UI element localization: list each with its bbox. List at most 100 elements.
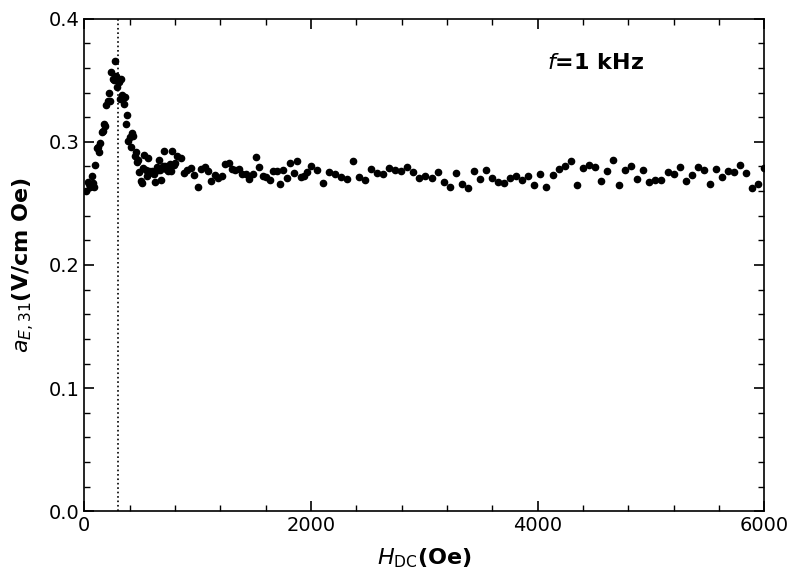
Point (438, 177, 450, 187)
Point (686, 170, 698, 180)
Point (301, 167, 314, 176)
Point (178, 168, 190, 178)
Point (139, 165, 152, 174)
Point (613, 180, 626, 189)
Point (564, 156, 577, 166)
Point (229, 165, 242, 174)
Point (104, 96, 117, 106)
Point (649, 175, 662, 184)
Point (170, 151, 183, 160)
Point (504, 173, 517, 182)
Point (239, 170, 252, 179)
Point (181, 166, 194, 175)
Point (758, 164, 770, 173)
Point (146, 166, 158, 175)
Point (95, 127, 108, 137)
Point (155, 175, 168, 185)
Point (82, 180, 95, 189)
Point (625, 161, 638, 170)
Point (558, 161, 571, 170)
Point (160, 164, 173, 174)
Point (169, 159, 182, 168)
Point (492, 177, 505, 187)
Point (146, 168, 159, 178)
Point (122, 137, 135, 146)
Point (257, 172, 270, 181)
Point (425, 173, 438, 182)
Point (413, 174, 426, 183)
Point (281, 173, 294, 182)
Point (246, 170, 259, 179)
Point (242, 174, 255, 184)
Point (98, 120, 110, 129)
Point (570, 181, 583, 190)
Point (510, 171, 522, 181)
Point (443, 182, 456, 192)
Point (582, 160, 595, 170)
Point (546, 171, 559, 180)
Point (734, 160, 746, 170)
Point (185, 163, 198, 173)
Point (691, 162, 704, 171)
Point (341, 174, 354, 183)
Point (148, 169, 161, 178)
Point (419, 172, 432, 181)
Point (606, 156, 619, 165)
Point (119, 120, 132, 129)
X-axis label: $\mathit{H}_\mathrm{DC}$(Oe): $\mathit{H}_\mathrm{DC}$(Oe) (377, 546, 471, 570)
Point (116, 91, 129, 100)
Point (86, 178, 99, 188)
Point (618, 166, 631, 175)
Text: $\mathit{f}$=1 kHz: $\mathit{f}$=1 kHz (546, 53, 644, 73)
Y-axis label: $\mathit{a}_{E,31}$(V/cm Oe): $\mathit{a}_{E,31}$(V/cm Oe) (11, 177, 38, 353)
Point (149, 177, 162, 187)
Point (106, 74, 119, 84)
Point (594, 176, 607, 185)
Point (158, 147, 170, 156)
Point (334, 173, 347, 182)
Point (540, 182, 553, 192)
Point (462, 184, 474, 193)
Point (114, 74, 127, 84)
Point (450, 168, 462, 178)
Point (353, 172, 366, 181)
Point (467, 166, 480, 175)
Point (498, 178, 510, 188)
Point (377, 170, 390, 179)
Point (89, 160, 102, 170)
Point (202, 166, 214, 175)
Point (98, 122, 111, 131)
Point (123, 132, 136, 142)
Point (133, 167, 146, 176)
Point (154, 166, 166, 175)
Point (679, 176, 692, 185)
Point (109, 56, 122, 65)
Point (601, 166, 614, 175)
Point (266, 166, 279, 175)
Point (270, 166, 283, 175)
Point (746, 183, 758, 192)
Point (287, 168, 300, 177)
Point (703, 179, 716, 188)
Point (165, 166, 178, 175)
Point (96, 127, 109, 136)
Point (93, 147, 106, 156)
Point (263, 175, 276, 185)
Point (389, 166, 402, 175)
Point (637, 165, 650, 174)
Point (215, 171, 228, 181)
Point (158, 161, 171, 170)
Point (105, 67, 118, 77)
Point (674, 162, 686, 171)
Point (407, 167, 420, 177)
Point (226, 164, 238, 174)
Point (142, 166, 155, 175)
Point (260, 173, 273, 182)
Point (191, 182, 204, 192)
Point (284, 159, 297, 168)
Point (431, 167, 444, 177)
Point (166, 147, 179, 156)
Point (233, 164, 246, 174)
Point (125, 143, 138, 152)
Point (358, 175, 371, 185)
